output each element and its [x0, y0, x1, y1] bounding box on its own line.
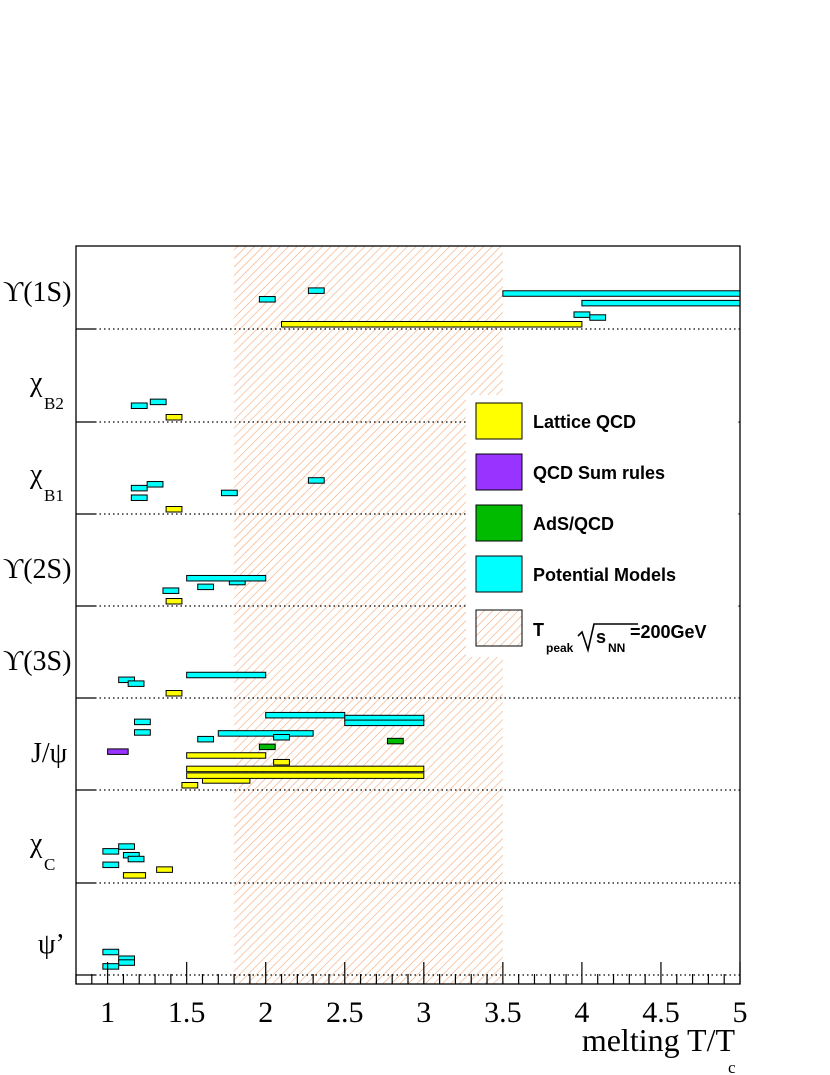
legend-label: QCD Sum rules — [533, 463, 665, 483]
interval-bar — [186, 772, 425, 779]
interval-bar — [273, 734, 290, 741]
state-label: χ — [29, 828, 43, 859]
legend-label-band-nn: NN — [608, 641, 625, 655]
interval-bar — [307, 287, 325, 294]
row-separators — [76, 328, 740, 976]
interval-bar — [307, 477, 325, 484]
interval-bar — [502, 290, 740, 297]
interval-bar — [281, 321, 583, 328]
melting-intervals — [102, 287, 740, 970]
interval-bar — [162, 587, 180, 594]
legend-swatch — [475, 453, 523, 491]
interval-bar — [186, 574, 267, 582]
interval-bar — [133, 729, 151, 736]
x-tick-label: 4.5 — [642, 996, 680, 1029]
x-tick-label: 3 — [416, 996, 431, 1029]
legend-label-band-energy: =200GeV — [630, 622, 707, 642]
x-axis-label-subscript: c — [728, 1058, 736, 1075]
legend-label: Potential Models — [533, 565, 676, 585]
interval-bar — [127, 680, 145, 687]
interval-bar — [181, 782, 199, 789]
x-axis-tick-labels: 1 1.5 2 2.5 3 3.5 4 4.5 5 — [100, 996, 747, 1029]
state-label: ϒ(3S) — [3, 646, 71, 677]
interval-bar — [149, 398, 167, 406]
interval-bar — [102, 963, 120, 970]
sqrt-sign — [577, 623, 638, 653]
interval-bar — [118, 959, 135, 966]
legend-label-band-peak: peak — [546, 641, 574, 655]
interval-bar — [146, 481, 164, 488]
state-label-subscript: B1 — [44, 486, 64, 505]
interval-bar — [589, 314, 607, 321]
legend-swatch — [475, 402, 523, 440]
legend-label-band-t: T — [533, 620, 544, 640]
legend-swatch-band — [475, 609, 523, 647]
interval-bar — [156, 866, 173, 873]
interval-bar — [165, 598, 183, 605]
interval-bar — [217, 730, 314, 737]
state-label: J/ψ — [31, 738, 68, 769]
interval-bar — [118, 843, 135, 850]
interval-bar — [127, 855, 145, 863]
interval-bar — [197, 583, 215, 591]
interval-bar — [130, 494, 148, 501]
legend-swatch — [475, 504, 523, 542]
interval-bar — [130, 484, 148, 492]
x-tick-label: 4 — [574, 996, 589, 1029]
interval-bar — [220, 489, 238, 497]
interval-bar — [258, 743, 276, 751]
interval-bar — [344, 719, 425, 727]
state-label: χ — [29, 367, 43, 398]
interval-bar — [265, 711, 346, 719]
interval-bar — [133, 718, 151, 726]
legend-label: AdS/QCD — [533, 514, 614, 534]
x-tick-label: 1 — [100, 996, 115, 1029]
state-label: ϒ(2S) — [3, 554, 71, 585]
legend-label: Lattice QCD — [533, 412, 636, 432]
x-tick-label: 3.5 — [484, 996, 522, 1029]
interval-bar — [122, 872, 147, 879]
interval-bar — [107, 748, 129, 755]
state-label: χ — [29, 459, 43, 490]
interval-bar — [386, 737, 404, 745]
interval-bar — [130, 402, 148, 409]
x-tick-label: 2.5 — [326, 996, 364, 1029]
state-label: ϒ(1S) — [3, 277, 71, 308]
interval-bar — [102, 848, 120, 855]
interval-bar — [102, 948, 120, 956]
interval-bar — [165, 506, 183, 513]
x-tick-label: 1.5 — [168, 996, 206, 1029]
state-label-subscript: C — [44, 855, 55, 874]
interval-bar — [573, 311, 591, 318]
interval-bar — [165, 690, 183, 697]
x-axis-label: melting T/T — [582, 1022, 736, 1058]
x-axis-ticks — [75, 962, 741, 984]
interval-bar — [186, 765, 425, 773]
x-tick-label: 5 — [733, 996, 748, 1029]
legend: Lattice QCD QCD Sum rules AdS/QCD Potential… — [466, 395, 738, 657]
interval-bar — [165, 414, 183, 421]
interval-bar — [186, 752, 267, 759]
state-label: ψ’ — [38, 929, 65, 960]
legend-label-band-s: s — [596, 627, 606, 647]
interval-bar — [102, 861, 120, 869]
state-label-subscript: B2 — [44, 394, 64, 413]
interval-bar — [118, 676, 135, 684]
interval-bar — [581, 299, 740, 307]
x-tick-label: 2 — [258, 996, 273, 1029]
rhic-peak-temperature-band — [234, 246, 503, 984]
interval-bar — [258, 296, 276, 303]
interval-bar — [273, 758, 290, 766]
legend-swatch — [475, 555, 523, 593]
interval-bar — [197, 735, 215, 743]
interval-bar — [186, 671, 267, 679]
